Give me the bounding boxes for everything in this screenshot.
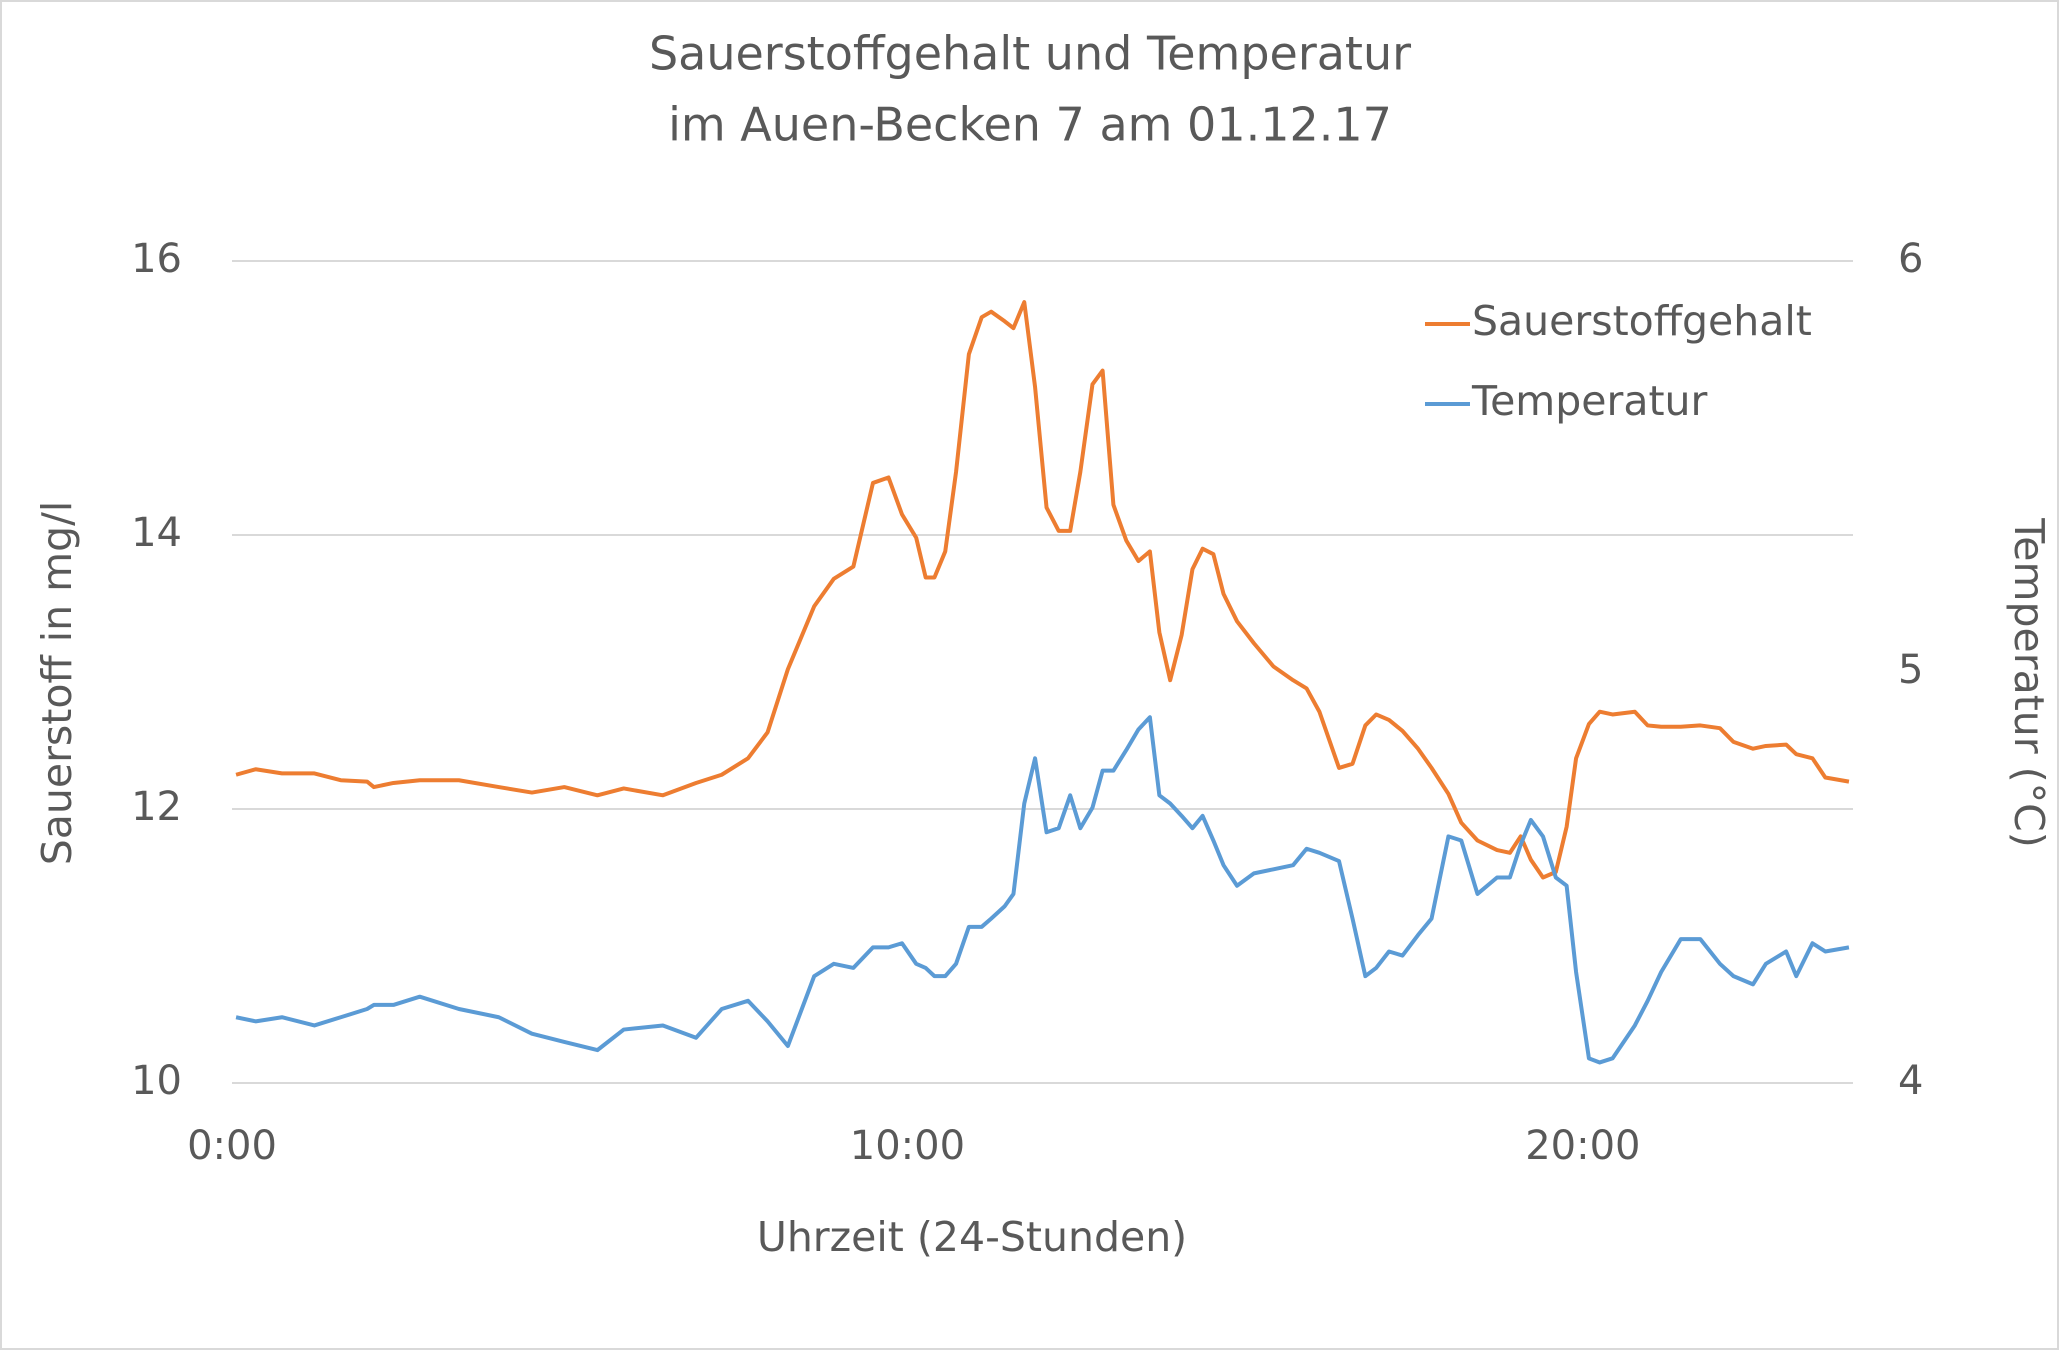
x-axis-title: Uhrzeit (24-Stunden) xyxy=(757,1213,1187,1261)
y-tick-label: 10 xyxy=(131,1058,182,1104)
chart-title: Sauerstoffgehalt und Temperatur xyxy=(649,27,1411,81)
x-tick-label: 20:00 xyxy=(1525,1123,1640,1169)
y-tick-label: 16 xyxy=(131,236,182,282)
x-tick-label: 10:00 xyxy=(850,1123,965,1169)
y-tick-label: 14 xyxy=(131,510,182,556)
y-tick-label: 12 xyxy=(131,784,182,830)
data-line xyxy=(235,300,1850,880)
y-axis-title: Sauerstoff in mg/l xyxy=(33,501,81,866)
y2-tick-label: 5 xyxy=(1898,647,1923,693)
y2-tick-label: 6 xyxy=(1898,236,1923,282)
chart-title: im Auen-Becken 7 am 01.12.17 xyxy=(668,98,1392,152)
y2-axis-title: Temperatur (°C) xyxy=(2005,517,2053,848)
legend-label: Sauerstoffgehalt xyxy=(1472,297,1812,345)
y2-tick-label: 4 xyxy=(1898,1058,1923,1104)
x-tick-label: 0:00 xyxy=(187,1123,277,1169)
data-line xyxy=(235,715,1850,1065)
legend-label: Temperatur xyxy=(1471,377,1708,425)
